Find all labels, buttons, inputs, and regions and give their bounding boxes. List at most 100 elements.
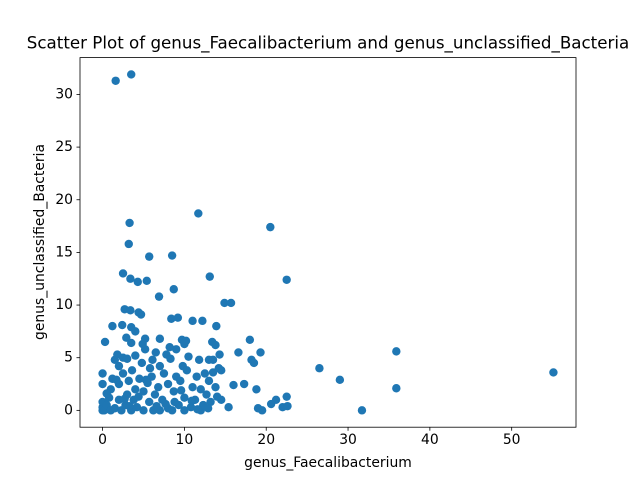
point <box>211 382 220 392</box>
point <box>335 375 345 385</box>
point <box>141 375 151 385</box>
point <box>131 385 140 394</box>
point <box>184 352 193 361</box>
point <box>122 333 131 342</box>
point <box>282 392 291 401</box>
point <box>131 351 140 360</box>
point <box>112 375 121 385</box>
point <box>315 364 324 373</box>
point <box>271 395 281 405</box>
point <box>137 358 147 368</box>
point <box>134 392 143 401</box>
point <box>159 369 169 378</box>
x-tick-label: 50 <box>503 432 521 448</box>
point <box>100 337 110 347</box>
point <box>154 382 163 392</box>
plot-frame <box>79 57 577 428</box>
x-tick-label: 30 <box>339 432 357 448</box>
point <box>161 399 170 409</box>
point <box>266 222 275 232</box>
y-tick-label: 15 <box>55 244 73 260</box>
point <box>203 404 213 413</box>
point <box>154 292 164 301</box>
point <box>125 401 134 411</box>
x-tick-label: 0 <box>98 432 107 448</box>
point <box>172 345 181 354</box>
point <box>200 369 210 378</box>
point <box>211 340 220 350</box>
point <box>224 402 233 412</box>
chart-title: Scatter Plot of genus_Faecalibacterium a… <box>27 33 629 54</box>
point <box>257 406 267 415</box>
point <box>283 401 292 411</box>
point <box>170 397 179 407</box>
point <box>239 379 249 389</box>
x-tick-label: 20 <box>257 432 275 448</box>
point <box>182 366 192 375</box>
point <box>102 389 111 398</box>
point <box>226 298 236 308</box>
point <box>215 350 224 359</box>
point <box>204 376 214 386</box>
x-axis-label: genus_Faecalibacterium <box>244 455 412 471</box>
point <box>206 397 215 407</box>
point <box>155 334 165 343</box>
point <box>118 369 128 378</box>
point <box>186 402 196 412</box>
x-tick-label: 10 <box>176 432 194 448</box>
point <box>114 361 124 371</box>
point <box>110 404 120 413</box>
point <box>205 272 214 281</box>
point <box>111 76 120 85</box>
point <box>120 394 129 403</box>
point <box>139 387 148 396</box>
point <box>167 314 176 323</box>
point <box>181 336 191 346</box>
point <box>108 321 117 331</box>
point <box>196 385 205 394</box>
point <box>188 382 197 392</box>
point <box>282 275 291 284</box>
point <box>220 298 229 308</box>
point <box>122 354 132 363</box>
point <box>229 380 238 390</box>
point <box>118 320 127 330</box>
point <box>176 376 185 386</box>
point <box>194 355 204 365</box>
point <box>138 339 147 349</box>
point <box>145 397 154 407</box>
point <box>169 387 178 396</box>
point <box>125 218 134 228</box>
point <box>136 310 146 319</box>
point <box>167 251 177 260</box>
point <box>357 406 367 415</box>
x-tick-label: 40 <box>421 432 439 448</box>
y-tick-label: 10 <box>55 297 73 313</box>
point <box>198 316 207 326</box>
point <box>98 379 107 389</box>
point <box>124 376 133 386</box>
point <box>193 405 202 414</box>
point <box>202 390 211 399</box>
point <box>150 390 160 399</box>
point <box>249 358 259 368</box>
y-tick-label: 20 <box>55 192 73 208</box>
point <box>133 277 142 287</box>
point <box>165 342 174 352</box>
y-tick-label: 25 <box>55 139 73 155</box>
point <box>256 348 265 357</box>
point <box>392 347 401 356</box>
point <box>252 385 261 394</box>
point <box>166 354 175 363</box>
point <box>167 406 177 415</box>
point <box>245 335 255 345</box>
point <box>127 366 137 375</box>
point <box>124 239 133 249</box>
point <box>126 274 135 283</box>
point <box>118 269 128 278</box>
point <box>214 364 223 373</box>
point <box>194 209 203 218</box>
point <box>208 355 218 365</box>
